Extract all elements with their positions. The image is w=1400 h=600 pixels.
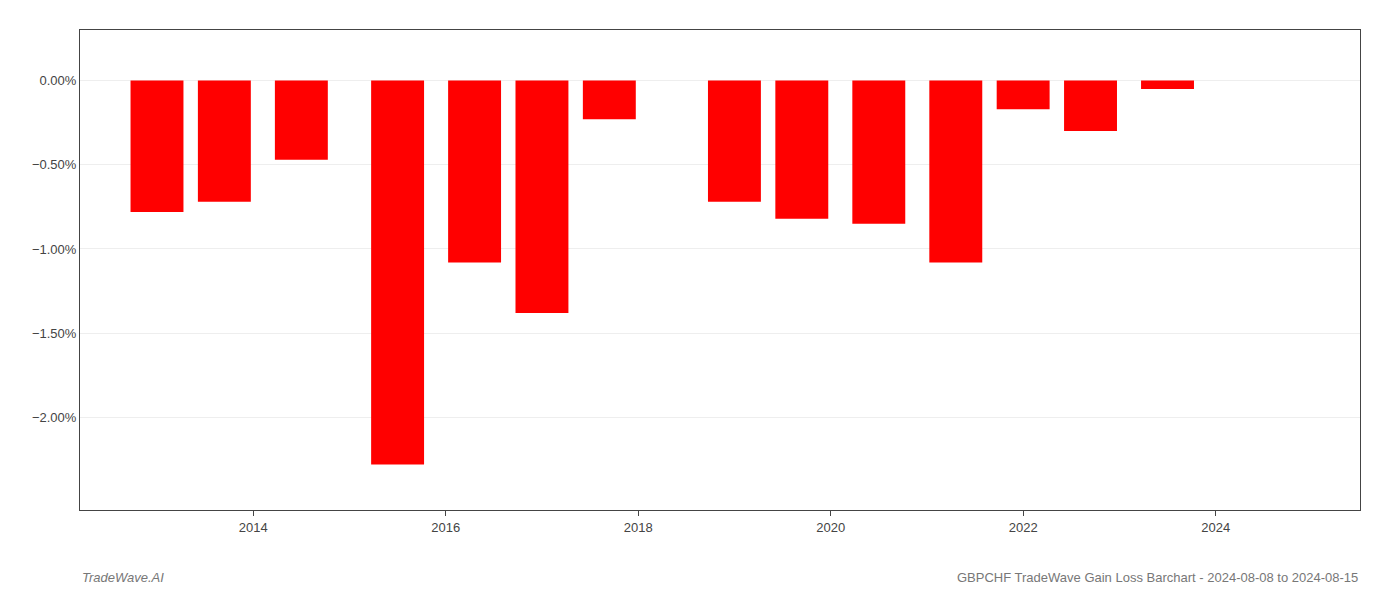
svg-text:0.00%: 0.00%: [40, 73, 77, 88]
svg-text:−0.50%: −0.50%: [32, 157, 77, 172]
svg-text:2016: 2016: [431, 520, 460, 535]
svg-text:GBPCHF TradeWave Gain Loss Bar: GBPCHF TradeWave Gain Loss Barchart - 20…: [957, 570, 1358, 585]
svg-text:2018: 2018: [624, 520, 653, 535]
svg-text:−1.50%: −1.50%: [32, 326, 77, 341]
svg-text:−1.00%: −1.00%: [32, 242, 77, 257]
svg-text:−2.00%: −2.00%: [32, 410, 77, 425]
svg-text:2020: 2020: [816, 520, 845, 535]
svg-text:2014: 2014: [239, 520, 268, 535]
svg-text:2022: 2022: [1009, 520, 1038, 535]
svg-text:2024: 2024: [1201, 520, 1230, 535]
svg-text:TradeWave.AI: TradeWave.AI: [82, 570, 164, 585]
